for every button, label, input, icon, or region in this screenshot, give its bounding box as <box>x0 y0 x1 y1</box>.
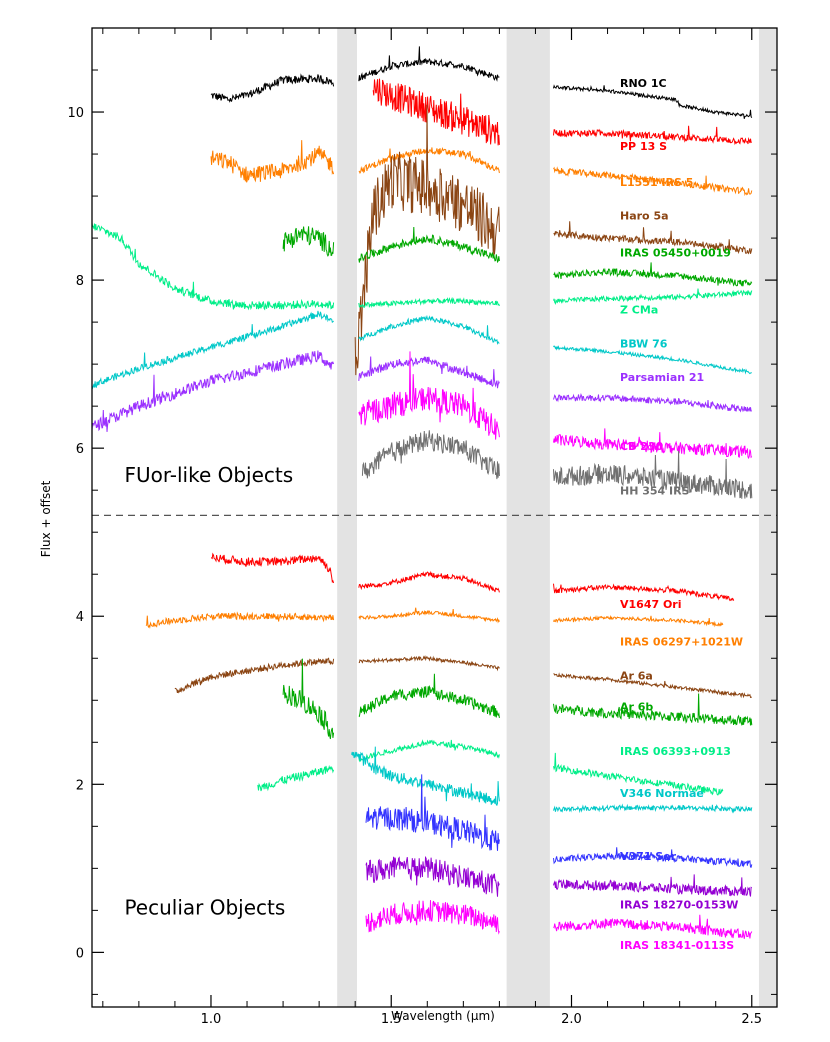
axes-frame <box>91 27 778 1008</box>
spectrum-v1647-ori-segment-1 <box>358 570 500 593</box>
spectrum-v371-ser-segment-1 <box>553 847 753 868</box>
plot-frame <box>91 27 778 1008</box>
spectrum-v1647-ori-segment-0 <box>211 552 335 584</box>
series-label-hh-354-irs: HH 354 IRS <box>620 484 690 497</box>
spectrum-iras-05450-0019-segment-1 <box>358 226 500 264</box>
series-label-haro-5a: Haro 5a <box>620 210 669 223</box>
spectrum-iras-18270-0153w-segment-1 <box>553 874 753 897</box>
spectrum-iras-06297-1021w-segment-0 <box>145 611 335 629</box>
spectrum-iras-06393-0913-segment-0 <box>257 764 335 792</box>
spectrum-cb-230-segment-0 <box>358 351 500 440</box>
spectrum-rno-1c-segment-0 <box>210 73 335 103</box>
series-label-iras-18341-0113s: IRAS 18341-0113S <box>620 939 734 952</box>
section-label-1: Peculiar Objects <box>124 896 285 920</box>
spectrum-ar-6a-segment-2 <box>553 672 753 699</box>
gap-band-0 <box>337 28 357 1007</box>
series-label-iras-06393-0913: IRAS 06393+0913 <box>620 745 731 758</box>
spectrum-parsamian-21-segment-1 <box>358 356 500 389</box>
x-axis-title: Wavelength (μm) <box>391 1009 495 1023</box>
spectrum-iras-06297-1021w-segment-1 <box>358 607 500 624</box>
spectrum-iras-05450-0019-segment-0 <box>282 226 335 257</box>
spectrum-z-cma-segment-1 <box>358 296 500 309</box>
gap-band-2 <box>758 28 777 1007</box>
spectrum-v346-normae-segment-1 <box>553 803 753 814</box>
spectrum-z-cma-segment-0 <box>92 222 335 311</box>
spectrum-iras-18341-0113s-segment-0 <box>365 900 500 935</box>
y-tick-label: 6 <box>76 442 84 457</box>
series-label-ar-6a: Ar 6a <box>620 669 653 682</box>
y-tick-label: 8 <box>76 274 84 289</box>
y-tick-label: 10 <box>67 106 84 121</box>
spectrum-v346-normae-segment-0 <box>351 746 500 807</box>
spectrum-iras-06393-0913-segment-1 <box>358 739 500 763</box>
spectrum-cb-230-segment-1 <box>553 428 753 460</box>
spectrum-l1551-irs-5-segment-0 <box>210 140 335 183</box>
spectrum-z-cma-segment-2 <box>553 288 753 305</box>
spectrum-l1551-irs-5-segment-2 <box>553 166 753 196</box>
spectrum-ar-6b-segment-2 <box>553 693 753 726</box>
series-label-parsamian-21: Parsamian 21 <box>620 371 704 384</box>
y-axis-title: Flux + offset <box>39 480 53 557</box>
spectrum-bbw-76-segment-1 <box>358 314 500 345</box>
series-layer <box>92 46 753 939</box>
spectrum-pp-13-s-segment-1 <box>553 125 752 146</box>
spectrum-iras-06393-0913-segment-2 <box>553 752 724 796</box>
series-label-v371-ser: V371 Ser <box>620 850 677 863</box>
spectrum-parsamian-21-segment-2 <box>553 393 752 413</box>
spectrum-ar-6a-segment-0 <box>174 657 335 694</box>
spectrum-rno-1c-segment-2 <box>553 84 753 119</box>
gap-bands <box>337 28 777 1007</box>
series-label-ar-6b: Ar 6b <box>620 700 653 713</box>
spectrum-v371-ser-segment-0 <box>365 774 500 851</box>
spectrum-parsamian-21-segment-0 <box>92 350 335 432</box>
spectrum-ar-6a-segment-1 <box>358 655 500 672</box>
series-labels: RNO 1C PP 13 S L1551 IRS 5 Haro 5a IRAS 0545… <box>620 77 743 952</box>
series-label-bbw-76: BBW 76 <box>620 337 668 350</box>
spectrum-ar-6b-segment-0 <box>282 658 335 740</box>
spectrum-bbw-76-segment-0 <box>92 310 334 390</box>
spectrum-l1551-irs-5-segment-1 <box>358 147 500 175</box>
series-label-iras-06297-1021w: IRAS 06297+1021W <box>620 636 743 649</box>
spectrum-bbw-76-segment-2 <box>553 345 752 375</box>
spectrum-ar-6b-segment-1 <box>358 673 500 718</box>
section-label-0: FUor-like Objects <box>124 463 293 487</box>
spectrum-hh-354-irs-segment-0 <box>361 430 500 480</box>
x-tick-label: 2.0 <box>561 1012 582 1027</box>
spectrum-rno-1c-segment-1 <box>358 46 500 82</box>
spectrum-iras-05450-0019-segment-2 <box>553 262 753 287</box>
section-labels: FUor-like Objects Peculiar Objects <box>124 463 293 920</box>
spectrum-iras-06297-1021w-segment-2 <box>553 614 724 628</box>
y-tick-label: 4 <box>76 610 84 625</box>
series-label-v1647-ori: V1647 Ori <box>620 598 682 611</box>
series-label-iras-05450-0019: IRAS 05450+0019 <box>620 247 731 260</box>
series-label-cb-230: CB 230 <box>620 440 664 453</box>
spectrum-pp-13-s-segment-0 <box>372 78 500 146</box>
spectrum-iras-18270-0153w-segment-0 <box>365 855 500 897</box>
series-label-z-cma: Z CMa <box>620 304 658 317</box>
x-tick-label: 2.5 <box>741 1012 762 1027</box>
axes-layer: Wavelength (μm) Flux + offset 1.0 1.5 2.0 2… <box>39 28 777 1027</box>
x-tick-label: 1.0 <box>201 1012 222 1027</box>
series-label-l1551-irs-5: L1551 IRS 5 <box>620 176 693 189</box>
y-tick-label: 2 <box>76 778 84 793</box>
spectrum-iras-18341-0113s-segment-1 <box>553 914 753 939</box>
x-tick-label: 1.5 <box>381 1012 402 1027</box>
spectrum-haro-5a-segment-0 <box>354 104 500 376</box>
series-label-rno-1c: RNO 1C <box>620 77 667 90</box>
spectrum-hh-354-irs-segment-1 <box>553 450 753 499</box>
spectrum-haro-5a-segment-1 <box>553 221 753 255</box>
y-tick-label: 0 <box>76 946 84 961</box>
series-label-iras-18270-0153w: IRAS 18270-0153W <box>620 899 738 912</box>
series-label-pp-13-s: PP 13 S <box>620 140 667 153</box>
spectrum-v1647-ori-segment-2 <box>553 583 735 602</box>
series-label-v346-normae: V346 Normae <box>620 787 704 800</box>
gap-band-1 <box>506 28 550 1007</box>
